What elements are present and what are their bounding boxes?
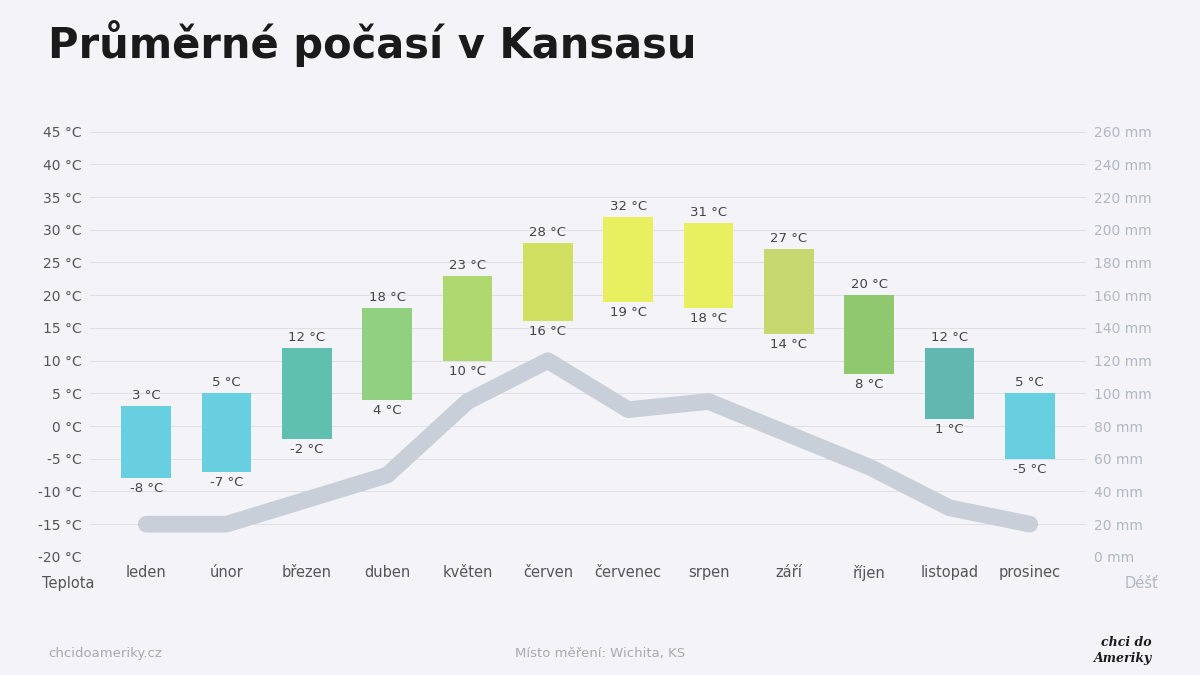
Bar [282, 348, 331, 439]
Text: 12 °C: 12 °C [288, 331, 325, 344]
Text: -2 °C: -2 °C [290, 443, 324, 456]
Text: 1 °C: 1 °C [935, 423, 964, 437]
Text: 8 °C: 8 °C [854, 377, 883, 391]
Text: chci do
Ameriky: chci do Ameriky [1093, 636, 1152, 665]
Text: 10 °C: 10 °C [449, 364, 486, 377]
Bar [121, 406, 172, 479]
Text: 12 °C: 12 °C [931, 331, 968, 344]
Bar [443, 275, 492, 360]
Text: 14 °C: 14 °C [770, 338, 808, 352]
Bar [1004, 394, 1055, 459]
Text: Místo měření: Wichita, KS: Místo měření: Wichita, KS [515, 647, 685, 660]
Text: 3 °C: 3 °C [132, 389, 161, 402]
Text: 20 °C: 20 °C [851, 278, 888, 291]
Text: 32 °C: 32 °C [610, 200, 647, 213]
Bar [202, 394, 252, 472]
Text: 28 °C: 28 °C [529, 226, 566, 239]
Text: 19 °C: 19 °C [610, 306, 647, 319]
Text: 23 °C: 23 °C [449, 259, 486, 271]
Text: 5 °C: 5 °C [212, 377, 241, 389]
Text: 4 °C: 4 °C [373, 404, 402, 416]
Bar [845, 295, 894, 374]
Bar [764, 249, 814, 334]
Text: chcidoameriky.cz: chcidoameriky.cz [48, 647, 162, 660]
Text: Průměrné počasí v Kansasu: Průměrné počasí v Kansasu [48, 20, 696, 68]
Text: 31 °C: 31 °C [690, 207, 727, 219]
Text: -5 °C: -5 °C [1013, 462, 1046, 476]
Text: 27 °C: 27 °C [770, 232, 808, 246]
Text: Déšť: Déšť [1124, 576, 1158, 591]
Bar [362, 308, 412, 400]
Text: 18 °C: 18 °C [690, 313, 727, 325]
Bar [604, 217, 653, 302]
Text: 18 °C: 18 °C [368, 292, 406, 304]
Text: 16 °C: 16 °C [529, 325, 566, 338]
Text: -8 °C: -8 °C [130, 483, 163, 495]
Text: -7 °C: -7 °C [210, 476, 244, 489]
Bar [684, 223, 733, 308]
Bar [523, 243, 572, 321]
Bar [924, 348, 974, 419]
Text: 5 °C: 5 °C [1015, 377, 1044, 389]
Text: Teplota: Teplota [42, 576, 95, 591]
